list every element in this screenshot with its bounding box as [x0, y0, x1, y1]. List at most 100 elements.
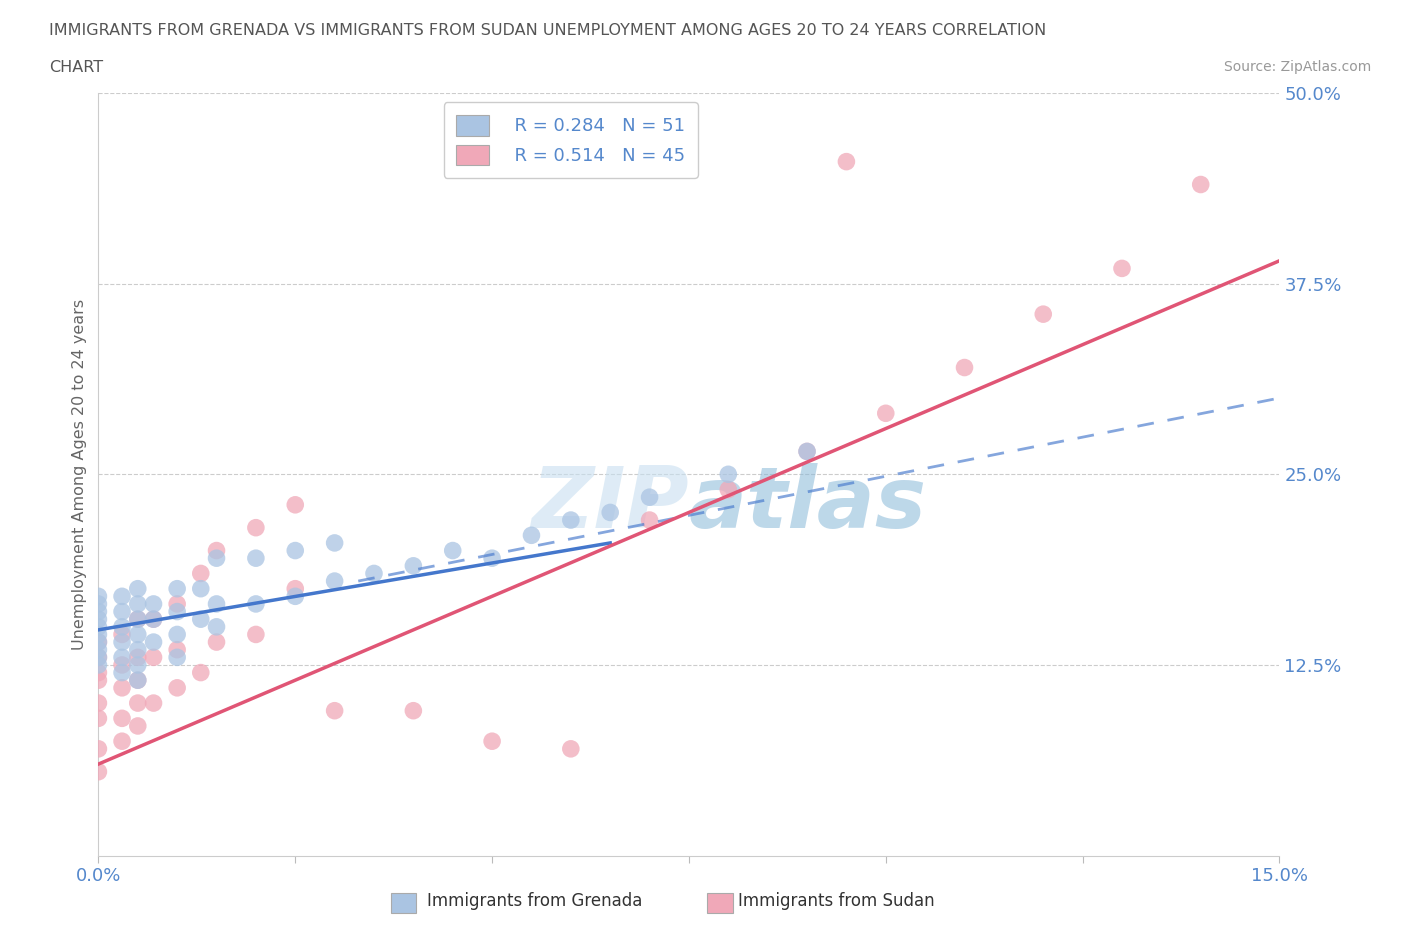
Point	[87, 741, 110, 756]
Point	[166, 581, 188, 596]
Bar	[391, 893, 416, 913]
Point	[111, 589, 134, 604]
Point	[127, 650, 149, 665]
Point	[87, 650, 110, 665]
Point	[166, 596, 188, 611]
Point	[481, 551, 503, 565]
Point	[127, 612, 149, 627]
Point	[796, 444, 818, 458]
Point	[245, 627, 267, 642]
Point	[1189, 177, 1212, 192]
Point	[190, 612, 212, 627]
Point	[142, 696, 165, 711]
Point	[323, 536, 346, 551]
Point	[127, 672, 149, 687]
Point	[205, 543, 228, 558]
Point	[87, 627, 110, 642]
Point	[142, 634, 165, 649]
Point	[127, 696, 149, 711]
Y-axis label: Unemployment Among Ages 20 to 24 years: Unemployment Among Ages 20 to 24 years	[72, 299, 87, 650]
Point	[111, 658, 134, 672]
Text: atlas: atlas	[689, 463, 927, 546]
Point	[402, 703, 425, 718]
Point	[166, 650, 188, 665]
Point	[87, 634, 110, 649]
Point	[205, 634, 228, 649]
Point	[111, 711, 134, 725]
Legend:   R = 0.284   N = 51,   R = 0.514   N = 45: R = 0.284 N = 51, R = 0.514 N = 45	[444, 102, 697, 178]
Point	[87, 665, 110, 680]
Point	[111, 634, 134, 649]
Point	[638, 490, 661, 505]
Point	[323, 703, 346, 718]
Point	[166, 681, 188, 696]
Point	[87, 764, 110, 779]
Point	[111, 650, 134, 665]
Point	[166, 604, 188, 619]
Point	[142, 596, 165, 611]
Point	[166, 627, 188, 642]
Point	[245, 520, 267, 535]
Point	[87, 658, 110, 672]
Point	[127, 719, 149, 734]
Point	[127, 581, 149, 596]
Point	[142, 612, 165, 627]
Point	[111, 734, 134, 749]
Point	[796, 444, 818, 458]
Point	[1111, 261, 1133, 276]
Point	[87, 650, 110, 665]
Point	[284, 581, 307, 596]
Point	[363, 566, 385, 581]
Point	[87, 696, 110, 711]
Point	[190, 665, 212, 680]
Point	[402, 558, 425, 573]
Point	[520, 528, 543, 543]
Point	[717, 482, 740, 497]
Point	[205, 551, 228, 565]
Point	[835, 154, 858, 169]
Point	[87, 672, 110, 687]
Point	[284, 498, 307, 512]
Point	[284, 543, 307, 558]
Point	[245, 596, 267, 611]
Point	[142, 612, 165, 627]
Point	[638, 512, 661, 527]
Point	[190, 566, 212, 581]
Point	[142, 650, 165, 665]
Point	[441, 543, 464, 558]
Point	[875, 405, 897, 420]
Point	[190, 581, 212, 596]
Point	[284, 589, 307, 604]
Point	[127, 627, 149, 642]
Text: Immigrants from Sudan: Immigrants from Sudan	[738, 892, 935, 910]
Point	[205, 619, 228, 634]
Point	[323, 574, 346, 589]
Point	[87, 711, 110, 725]
Point	[127, 596, 149, 611]
Point	[87, 643, 110, 658]
Point	[1032, 307, 1054, 322]
Point	[87, 634, 110, 649]
Point	[166, 643, 188, 658]
Point	[87, 596, 110, 611]
Point	[481, 734, 503, 749]
Bar	[707, 893, 733, 913]
Point	[560, 512, 582, 527]
Point	[87, 589, 110, 604]
Point	[111, 604, 134, 619]
Point	[111, 681, 134, 696]
Text: ZIP: ZIP	[531, 463, 689, 546]
Point	[599, 505, 621, 520]
Point	[111, 665, 134, 680]
Point	[205, 596, 228, 611]
Point	[245, 551, 267, 565]
Point	[560, 741, 582, 756]
Text: CHART: CHART	[49, 60, 103, 75]
Text: Immigrants from Grenada: Immigrants from Grenada	[426, 892, 643, 910]
Point	[953, 360, 976, 375]
Point	[127, 643, 149, 658]
Point	[717, 467, 740, 482]
Text: IMMIGRANTS FROM GRENADA VS IMMIGRANTS FROM SUDAN UNEMPLOYMENT AMONG AGES 20 TO 2: IMMIGRANTS FROM GRENADA VS IMMIGRANTS FR…	[49, 23, 1046, 38]
Point	[111, 619, 134, 634]
Point	[127, 612, 149, 627]
